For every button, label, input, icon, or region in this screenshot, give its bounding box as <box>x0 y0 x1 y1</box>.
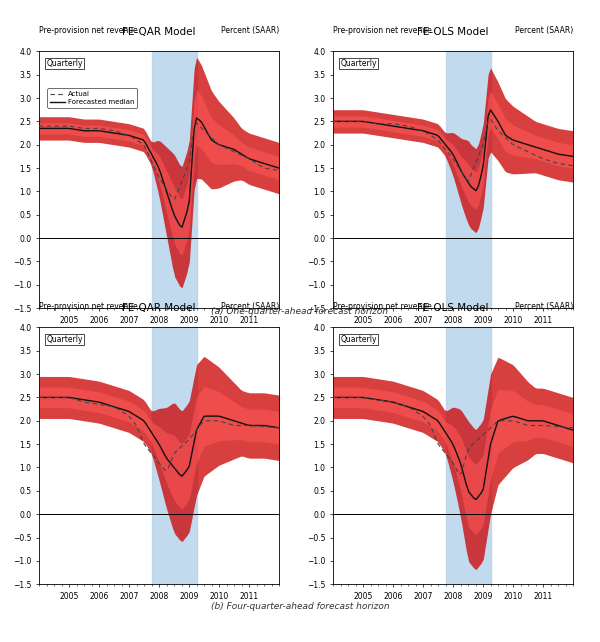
Text: Percent (SAAR): Percent (SAAR) <box>221 302 279 311</box>
Text: Percent (SAAR): Percent (SAAR) <box>221 26 279 35</box>
Text: (b) Four-quarter-ahead forecast horizon: (b) Four-quarter-ahead forecast horizon <box>211 602 389 611</box>
Text: Pre-provision net revenue: Pre-provision net revenue <box>39 302 138 311</box>
Text: Quarterly: Quarterly <box>340 59 377 68</box>
Bar <box>151 327 197 584</box>
Text: Quarterly: Quarterly <box>46 59 83 68</box>
Text: Percent (SAAR): Percent (SAAR) <box>515 26 573 35</box>
Bar <box>151 51 197 308</box>
Text: Pre-provision net revenue: Pre-provision net revenue <box>333 26 432 35</box>
Bar <box>445 327 491 584</box>
Text: Percent (SAAR): Percent (SAAR) <box>515 302 573 311</box>
Title: FE-OLS Model: FE-OLS Model <box>417 303 489 313</box>
Title: FE-OLS Model: FE-OLS Model <box>417 27 489 37</box>
Text: (a) One-quarter-ahead forecast horizon: (a) One-quarter-ahead forecast horizon <box>211 307 389 316</box>
Title: FE-QAR Model: FE-QAR Model <box>122 303 196 313</box>
Text: Quarterly: Quarterly <box>46 335 83 344</box>
Text: Quarterly: Quarterly <box>340 335 377 344</box>
Text: Pre-provision net revenue: Pre-provision net revenue <box>39 26 138 35</box>
Bar <box>445 51 491 308</box>
Legend: Actual, Forecasted median: Actual, Forecasted median <box>47 88 137 108</box>
Text: Pre-provision net revenue: Pre-provision net revenue <box>333 302 432 311</box>
Title: FE-QAR Model: FE-QAR Model <box>122 27 196 37</box>
